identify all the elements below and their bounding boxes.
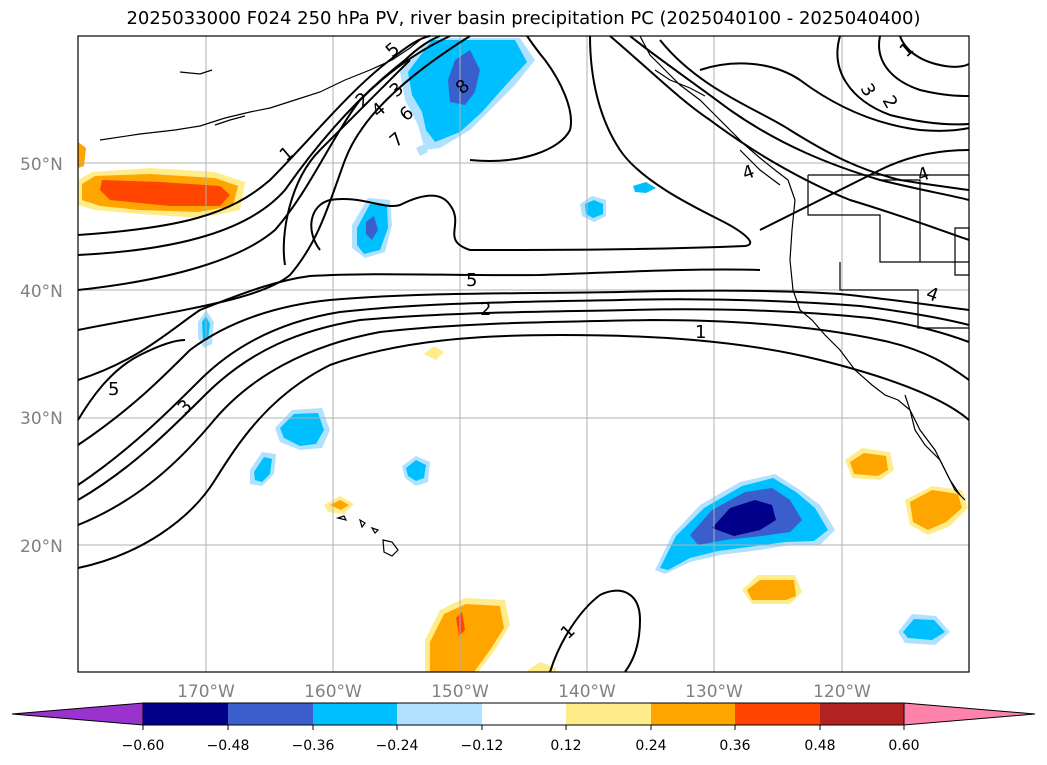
lat-label: 20°N — [20, 537, 63, 557]
anomaly-negative — [633, 182, 656, 193]
colorbar-segment — [566, 703, 651, 725]
map-frame — [77, 35, 970, 673]
anomaly-negative — [280, 413, 324, 446]
colorbar-tick-label: −0.12 — [461, 738, 504, 754]
anomaly-negative — [406, 460, 426, 481]
anomaly-positive — [528, 662, 556, 672]
colorbar-tick-label: −0.48 — [207, 738, 250, 754]
colorbar-tick-label: 0.60 — [888, 738, 919, 754]
colorbar-segment — [228, 703, 313, 725]
anomaly-positive — [424, 346, 444, 360]
lon-axis: 170°W 160°W 150°W 140°W 130°W 120°W — [177, 682, 871, 702]
colorbar-segment — [397, 703, 482, 725]
lon-label: 140°W — [558, 682, 616, 702]
colorbar-segment — [820, 703, 904, 725]
coastlines — [99, 35, 970, 557]
anomaly-positive — [330, 500, 349, 510]
colorbar-tick-label: 0.36 — [719, 738, 750, 754]
anomaly-negative — [448, 50, 480, 105]
anomaly-positive — [430, 604, 504, 672]
gridlines — [78, 36, 969, 672]
lat-label: 50°N — [20, 155, 63, 175]
colorbar-extend-low — [11, 702, 144, 726]
anomaly-positive — [910, 490, 962, 530]
colorbar-segment — [482, 703, 566, 725]
contour-label: 2 — [480, 299, 491, 320]
lon-label: 130°W — [685, 682, 743, 702]
colorbar-tick-label: 0.12 — [550, 738, 581, 754]
lon-label: 120°W — [813, 682, 871, 702]
contour-label: 1 — [695, 322, 706, 343]
anomaly-positive — [100, 180, 230, 206]
colorbar-tick-label: −0.36 — [292, 738, 335, 754]
lat-axis: 50°N 40°N 30°N 20°N — [20, 155, 63, 557]
anomaly-negative — [712, 500, 776, 536]
anomaly-negative — [585, 200, 603, 218]
colorbar-tick-label: −0.60 — [122, 738, 165, 754]
anomaly-negative — [254, 457, 272, 482]
anomaly-positive — [850, 453, 888, 476]
colorbar-tick-label: −0.24 — [376, 738, 419, 754]
lat-label: 30°N — [20, 409, 63, 429]
colorbar-tick-label: 0.24 — [635, 738, 666, 754]
anomaly-negative — [416, 144, 428, 156]
lon-label: 160°W — [304, 682, 362, 702]
colorbar-tick-label: 0.48 — [804, 738, 835, 754]
lon-label: 170°W — [177, 682, 235, 702]
anomaly-negative — [366, 216, 378, 240]
colorbar-segment — [651, 703, 735, 725]
colorbar-segment — [735, 703, 820, 725]
colorbar-segment — [313, 703, 397, 725]
colorbar-segment — [143, 703, 228, 725]
colorbar: −0.60 −0.48 −0.36 −0.24 −0.12 0.12 0.24 … — [11, 702, 1036, 754]
pv-contours — [77, 35, 970, 673]
anomaly-negative — [903, 619, 945, 640]
lat-label: 40°N — [20, 282, 63, 302]
contour-label: 5 — [466, 270, 477, 291]
map-area — [78, 36, 969, 672]
anomaly-positive — [78, 142, 86, 168]
map-title: 2025033000 F024 250 hPa PV, river basin … — [126, 8, 921, 29]
lon-label: 150°W — [431, 682, 489, 702]
colorbar-extend-high — [903, 702, 1036, 726]
contour-label: 5 — [108, 379, 119, 400]
precip-anomaly-layer — [78, 38, 968, 672]
anomaly-positive — [747, 580, 796, 600]
